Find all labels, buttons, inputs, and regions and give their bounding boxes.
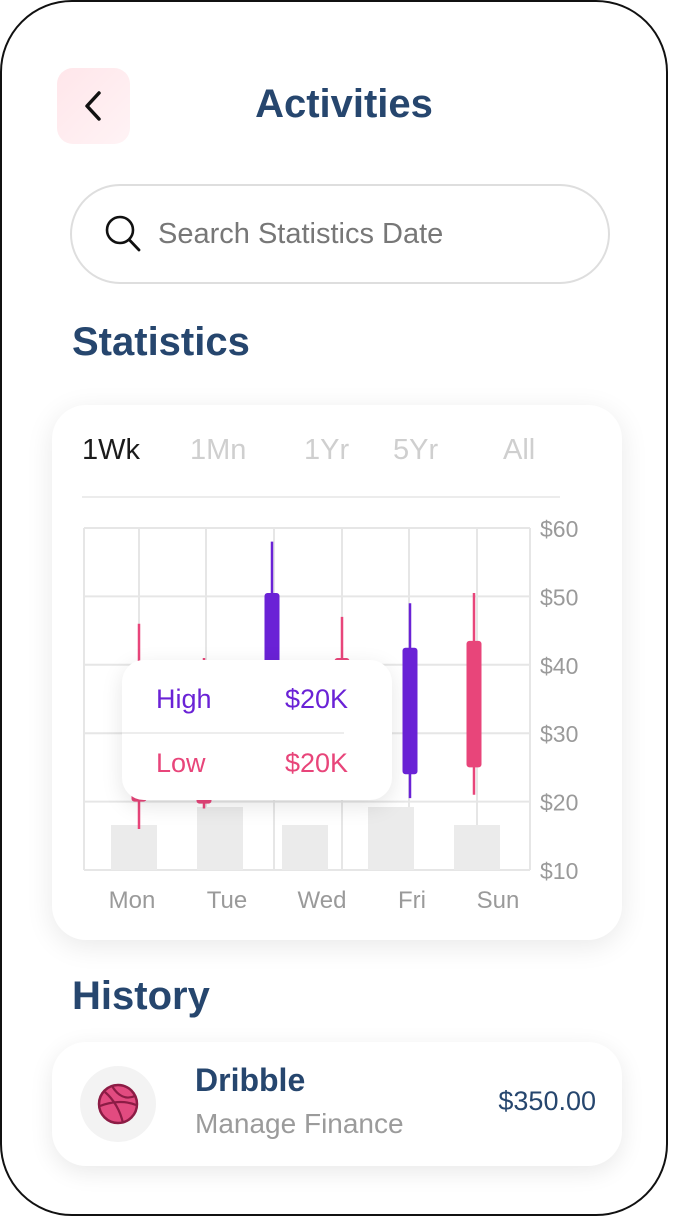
history-item-name: Dribble <box>195 1062 306 1098</box>
candlestick-chart: $60 $50 $40 $30 $20 $10 Mon Tue Wed Fri Sun <box>83 516 578 914</box>
tabs-divider <box>82 496 560 498</box>
volume-bar <box>282 825 328 870</box>
tooltip-divider <box>122 732 344 734</box>
volume-bar <box>454 825 500 870</box>
dribbble-icon <box>97 1083 139 1125</box>
tab-all[interactable]: All <box>503 434 536 466</box>
chevron-left-icon <box>84 91 101 121</box>
back-button[interactable] <box>57 68 130 144</box>
tab-5yr[interactable]: 5Yr <box>393 434 439 466</box>
x-tick-label: Wed <box>298 887 347 914</box>
tab-1yr[interactable]: 1Yr <box>304 434 350 466</box>
volume-bar <box>111 825 157 870</box>
page-title: Activities <box>255 82 433 126</box>
volume-bar <box>368 807 414 870</box>
y-tick-label: $30 <box>540 721 578 747</box>
y-axis-labels: $60 $50 $40 $30 $20 $10 <box>540 516 578 884</box>
y-tick-label: $20 <box>540 790 578 816</box>
y-tick-label: $60 <box>540 516 578 542</box>
history-item-amount: $350.00 <box>498 1086 596 1116</box>
tab-1mn[interactable]: 1Mn <box>190 434 247 466</box>
x-axis-labels: Mon Tue Wed Fri Sun <box>109 887 520 914</box>
volume-bar <box>197 807 243 870</box>
phone-frame: Activities Statistics 1Wk 1Mn 1Yr 5Yr Al… <box>0 0 668 1216</box>
candle-body <box>264 592 280 679</box>
x-tick-label: Tue <box>207 887 247 914</box>
tab-1wk[interactable]: 1Wk <box>82 434 140 466</box>
x-tick-label: Fri <box>398 887 426 914</box>
y-tick-label: $40 <box>540 653 578 679</box>
candle-body <box>466 640 482 768</box>
y-tick-label: $50 <box>540 584 578 610</box>
avatar <box>80 1066 156 1142</box>
history-item[interactable]: Dribble Manage Finance $350.00 <box>52 1042 622 1166</box>
tooltip-high-value: $20K <box>284 684 348 714</box>
search-input[interactable] <box>156 216 560 252</box>
price-tooltip: High $20K Low $20K <box>122 660 392 800</box>
history-item-subtitle: Manage Finance <box>195 1108 404 1139</box>
search-icon <box>105 215 141 252</box>
candle-body <box>402 647 418 775</box>
statistics-heading: Statistics <box>72 320 250 364</box>
x-tick-label: Sun <box>477 887 520 914</box>
tooltip-low-label: Low <box>156 748 206 778</box>
search-bar[interactable] <box>70 184 610 284</box>
tooltip-low-value: $20K <box>284 748 348 778</box>
y-tick-label: $10 <box>540 858 578 884</box>
history-heading: History <box>72 974 210 1018</box>
volume-bars <box>111 807 500 870</box>
period-tabs: 1Wk 1Mn 1Yr 5Yr All <box>82 434 562 474</box>
x-tick-label: Mon <box>109 887 156 914</box>
tooltip-high-label: High <box>156 684 212 714</box>
